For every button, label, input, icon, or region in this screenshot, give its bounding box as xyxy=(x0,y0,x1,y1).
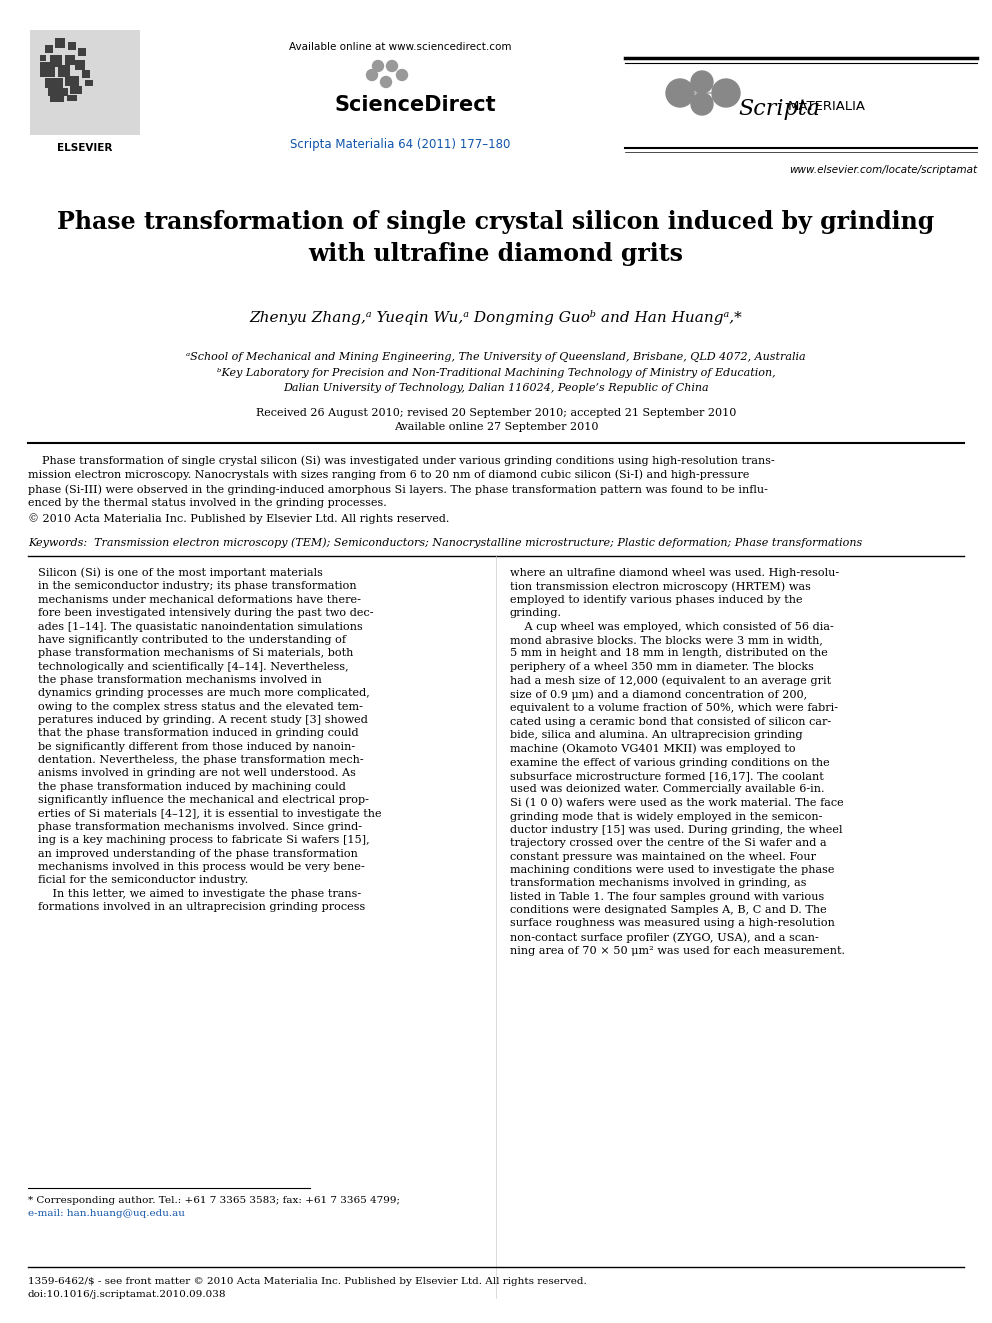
Bar xyxy=(30,30,140,135)
Bar xyxy=(85,79,93,86)
Circle shape xyxy=(397,70,408,81)
Circle shape xyxy=(366,70,378,81)
Text: Phase transformation of single crystal silicon induced by grinding: Phase transformation of single crystal s… xyxy=(58,210,934,234)
Text: Available online at www.sciencedirect.com: Available online at www.sciencedirect.co… xyxy=(289,42,511,52)
Text: phase (Si-III) were observed in the grinding-induced amorphous Si layers. The ph: phase (Si-III) were observed in the grin… xyxy=(28,484,768,495)
Circle shape xyxy=(373,61,384,71)
Bar xyxy=(58,65,70,77)
Bar xyxy=(78,48,86,56)
Bar xyxy=(50,97,64,102)
Circle shape xyxy=(712,79,740,107)
Circle shape xyxy=(381,77,392,87)
Bar xyxy=(45,78,63,89)
Bar xyxy=(75,60,85,70)
Bar xyxy=(40,56,46,61)
Bar xyxy=(45,45,53,53)
Bar xyxy=(82,70,90,78)
Text: Scripta: Scripta xyxy=(738,98,820,120)
Text: ᵇKey Laboratory for Precision and Non-Traditional Machining Technology of Minist: ᵇKey Laboratory for Precision and Non-Tr… xyxy=(216,368,776,378)
Text: ELSEVIER: ELSEVIER xyxy=(58,143,113,153)
Text: doi:10.1016/j.scriptamat.2010.09.038: doi:10.1016/j.scriptamat.2010.09.038 xyxy=(28,1290,226,1299)
Bar xyxy=(48,89,68,97)
Text: where an ultrafine diamond wheel was used. High-resolu-
tion transmission electr: where an ultrafine diamond wheel was use… xyxy=(510,568,845,957)
Bar xyxy=(65,56,75,65)
Text: Phase transformation of single crystal silicon (Si) was investigated under vario: Phase transformation of single crystal s… xyxy=(28,455,775,466)
Bar xyxy=(65,75,79,86)
Circle shape xyxy=(387,61,398,71)
Text: 1359-6462/$ - see front matter © 2010 Acta Materialia Inc. Published by Elsevier: 1359-6462/$ - see front matter © 2010 Ac… xyxy=(28,1277,586,1286)
Bar xyxy=(50,56,62,67)
Text: Dalian University of Technology, Dalian 116024, People’s Republic of China: Dalian University of Technology, Dalian … xyxy=(283,382,709,393)
Text: Keywords:  Transmission electron microscopy (TEM); Semiconductors; Nanocrystalli: Keywords: Transmission electron microsco… xyxy=(28,537,862,548)
Text: e-mail: han.huang@uq.edu.au: e-mail: han.huang@uq.edu.au xyxy=(28,1209,185,1218)
Text: www.elsevier.com/locate/scriptamat: www.elsevier.com/locate/scriptamat xyxy=(789,165,977,175)
Text: Available online 27 September 2010: Available online 27 September 2010 xyxy=(394,422,598,433)
Text: Received 26 August 2010; revised 20 September 2010; accepted 21 September 2010: Received 26 August 2010; revised 20 Sept… xyxy=(256,407,736,418)
Text: Scripta Materialia 64 (2011) 177–180: Scripta Materialia 64 (2011) 177–180 xyxy=(290,138,510,151)
Bar xyxy=(70,86,82,94)
Bar xyxy=(67,95,77,101)
Text: ᵃSchool of Mechanical and Mining Engineering, The University of Queensland, Bris: ᵃSchool of Mechanical and Mining Enginee… xyxy=(186,352,806,363)
Text: mission electron microscopy. Nanocrystals with sizes ranging from 6 to 20 nm of : mission electron microscopy. Nanocrystal… xyxy=(28,470,749,480)
Text: ScienceDirect: ScienceDirect xyxy=(334,95,496,115)
Text: MATERIALIA: MATERIALIA xyxy=(788,101,866,112)
Circle shape xyxy=(666,79,694,107)
Text: * Corresponding author. Tel.: +61 7 3365 3583; fax: +61 7 3365 4799;: * Corresponding author. Tel.: +61 7 3365… xyxy=(28,1196,400,1205)
Bar xyxy=(68,42,76,50)
Circle shape xyxy=(691,71,713,93)
Text: Zhenyu Zhang,ᵃ Yueqin Wu,ᵃ Dongming Guoᵇ and Han Huangᵃ,*: Zhenyu Zhang,ᵃ Yueqin Wu,ᵃ Dongming Guoᵇ… xyxy=(250,310,742,325)
Text: with ultrafine diamond grits: with ultrafine diamond grits xyxy=(309,242,683,266)
Text: Silicon (Si) is one of the most important materials
in the semiconductor industr: Silicon (Si) is one of the most importan… xyxy=(38,568,382,912)
Bar xyxy=(55,38,65,48)
Text: © 2010 Acta Materialia Inc. Published by Elsevier Ltd. All rights reserved.: © 2010 Acta Materialia Inc. Published by… xyxy=(28,513,449,524)
Text: enced by the thermal status involved in the grinding processes.: enced by the thermal status involved in … xyxy=(28,499,387,508)
Bar xyxy=(40,62,55,77)
Circle shape xyxy=(691,93,713,115)
